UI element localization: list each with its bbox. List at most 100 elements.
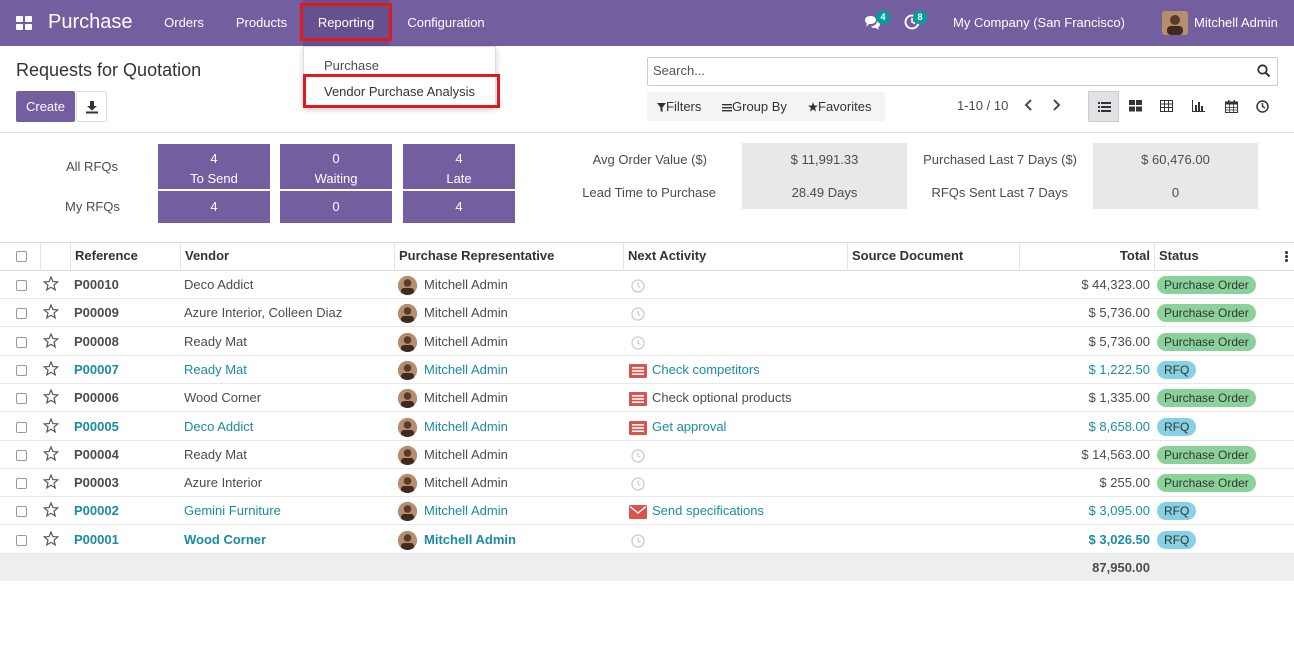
row-checkbox[interactable] [16,449,27,461]
apps-menu-icon[interactable] [16,16,32,30]
row-checkbox[interactable] [16,308,27,320]
filters-toggle[interactable]: Filters [657,99,701,114]
chevron-left-icon[interactable] [1023,98,1035,112]
pager-value[interactable]: 1-10 / 10 [957,98,1009,113]
table-row[interactable]: P00005 Deco Addict Mitchell Admin Get appro… [0,413,1294,441]
cell-representative: Mitchell Admin [424,333,508,349]
star-icon[interactable] [42,360,60,379]
star-icon[interactable] [42,388,60,407]
table-row[interactable]: P00002 Gemini Furniture Mitchell Admin Send… [0,497,1294,526]
cell-representative: Mitchell Admin [424,503,508,519]
dropdown-item-vendor-purchase-analysis[interactable]: Vendor Purchase Analysis [324,84,476,99]
download-button[interactable] [76,91,107,122]
star-icon[interactable] [42,445,60,464]
header-next-activity[interactable]: Next Activity [623,243,847,270]
pivot-view-button[interactable] [1151,91,1182,122]
header-status[interactable]: Status [1154,243,1294,270]
cell-representative: Mitchell Admin [424,277,508,292]
cell-vendor: Ready Mat [184,333,247,349]
table-row[interactable]: P00001 Wood Corner Mitchell Admin $ 3,026.5… [0,526,1294,554]
activity-clock-icon[interactable] [631,307,645,324]
tile-my-waiting[interactable]: 0 [280,191,392,223]
menu-orders[interactable]: Orders [164,15,204,30]
activity-clock-icon[interactable] [631,477,645,494]
menu-configuration[interactable]: Configuration [407,15,485,30]
star-icon[interactable] [42,530,60,549]
download-icon [86,101,98,114]
search-input[interactable] [653,63,1243,78]
create-button[interactable]: Create [16,91,75,122]
activity-clock-icon[interactable] [631,534,645,551]
graph-view-button[interactable] [1183,91,1214,122]
star-icon[interactable] [42,303,60,322]
list-view-button[interactable] [1088,91,1119,122]
tile-my-to-send[interactable]: 4 [158,191,270,223]
table-row[interactable]: P00003 Azure Interior Mitchell Admin $ 255.… [0,469,1294,498]
table-row[interactable]: P00008 Ready Mat Mitchell Admin $ 5,736.00 P… [0,328,1294,356]
purchased-7days-label: Purchased Last 7 Days ($) [923,152,1077,167]
groupby-toggle[interactable]: Group By [722,99,787,114]
activity-clock-icon[interactable] [631,335,645,353]
chevron-right-icon[interactable] [1050,98,1062,112]
calendar-view-button[interactable] [1216,91,1247,122]
user-menu[interactable]: Mitchell Admin [1194,15,1278,30]
cell-vendor: Wood Corner [184,531,267,547]
todo-activity-icon[interactable] [629,420,647,438]
row-checkbox[interactable] [16,364,27,376]
star-icon[interactable] [42,275,60,294]
row-checkbox[interactable] [16,534,27,546]
row-checkbox[interactable] [16,506,27,518]
favorites-toggle[interactable]: Favorites [808,99,871,114]
header-purchase-representative[interactable]: Purchase Representative [394,243,624,270]
row-checkbox[interactable] [16,393,27,405]
row-checkbox[interactable] [16,421,27,433]
tile-my-late[interactable]: 4 [403,191,515,223]
activity-clock-icon[interactable] [631,279,645,296]
cell-total: $ 8,658.00 [1088,418,1150,434]
avatar [398,276,417,295]
app-brand[interactable]: Purchase [48,11,133,33]
header-vendor[interactable]: Vendor [180,243,395,270]
cell-vendor: Wood Corner [184,390,262,406]
rfqs-sent-label: RFQs Sent Last 7 Days [931,185,1068,200]
star-icon[interactable] [42,473,60,492]
star-icon[interactable] [42,332,60,351]
header-source-document[interactable]: Source Document [847,243,1019,270]
tile-all-waiting[interactable]: 0 Waiting [280,144,392,189]
cell-total: $ 1,222.50 [1088,361,1150,377]
tile-all-to-send[interactable]: 4 To Send [158,144,270,189]
search-icon[interactable] [1257,64,1271,78]
cell-next-activity[interactable]: Send specifications [652,503,765,519]
activity-view-button[interactable] [1247,91,1278,122]
table-header: Reference Vendor Purchase Representative… [0,242,1294,271]
company-switcher[interactable]: My Company (San Francisco) [953,15,1125,30]
row-checkbox[interactable] [16,336,27,348]
dropdown-item-purchase[interactable]: Purchase [324,58,379,73]
email-activity-icon[interactable] [629,505,647,522]
table-row[interactable]: P00006 Wood Corner Mitchell Admin Check opt… [0,384,1294,413]
activity-clock-icon[interactable] [631,449,645,466]
row-checkbox[interactable] [16,280,27,291]
cell-next-activity[interactable]: Check optional products [652,390,792,406]
star-icon[interactable] [42,501,60,520]
header-reference[interactable]: Reference [70,243,180,270]
header-total[interactable]: Total [1019,243,1154,270]
table-row[interactable]: P00004 Ready Mat Mitchell Admin $ 14,563.00… [0,441,1294,469]
todo-activity-icon[interactable] [629,392,647,409]
cell-next-activity[interactable]: Check competitors [652,361,760,377]
row-checkbox[interactable] [16,478,27,490]
kanban-view-button[interactable] [1120,91,1151,122]
messages-icon[interactable] [864,15,881,30]
user-avatar[interactable] [1162,11,1188,35]
select-all-checkbox[interactable] [16,251,27,262]
optional-columns-icon[interactable] [1285,251,1288,263]
todo-activity-icon[interactable] [629,363,647,381]
cell-next-activity[interactable]: Get approval [652,418,727,434]
star-icon[interactable] [42,416,60,436]
menu-products[interactable]: Products [235,15,288,30]
tile-all-late[interactable]: 4 Late [403,144,515,189]
cell-vendor: Deco Addict [184,418,254,434]
table-row[interactable]: P00007 Ready Mat Mitchell Admin Check compe… [0,356,1294,384]
table-row[interactable]: P00009 Azure Interior, Colleen Diaz Mitche… [0,299,1294,328]
table-row[interactable]: P00010 Deco Addict Mitchell Admin $ 44,323.… [0,271,1294,299]
